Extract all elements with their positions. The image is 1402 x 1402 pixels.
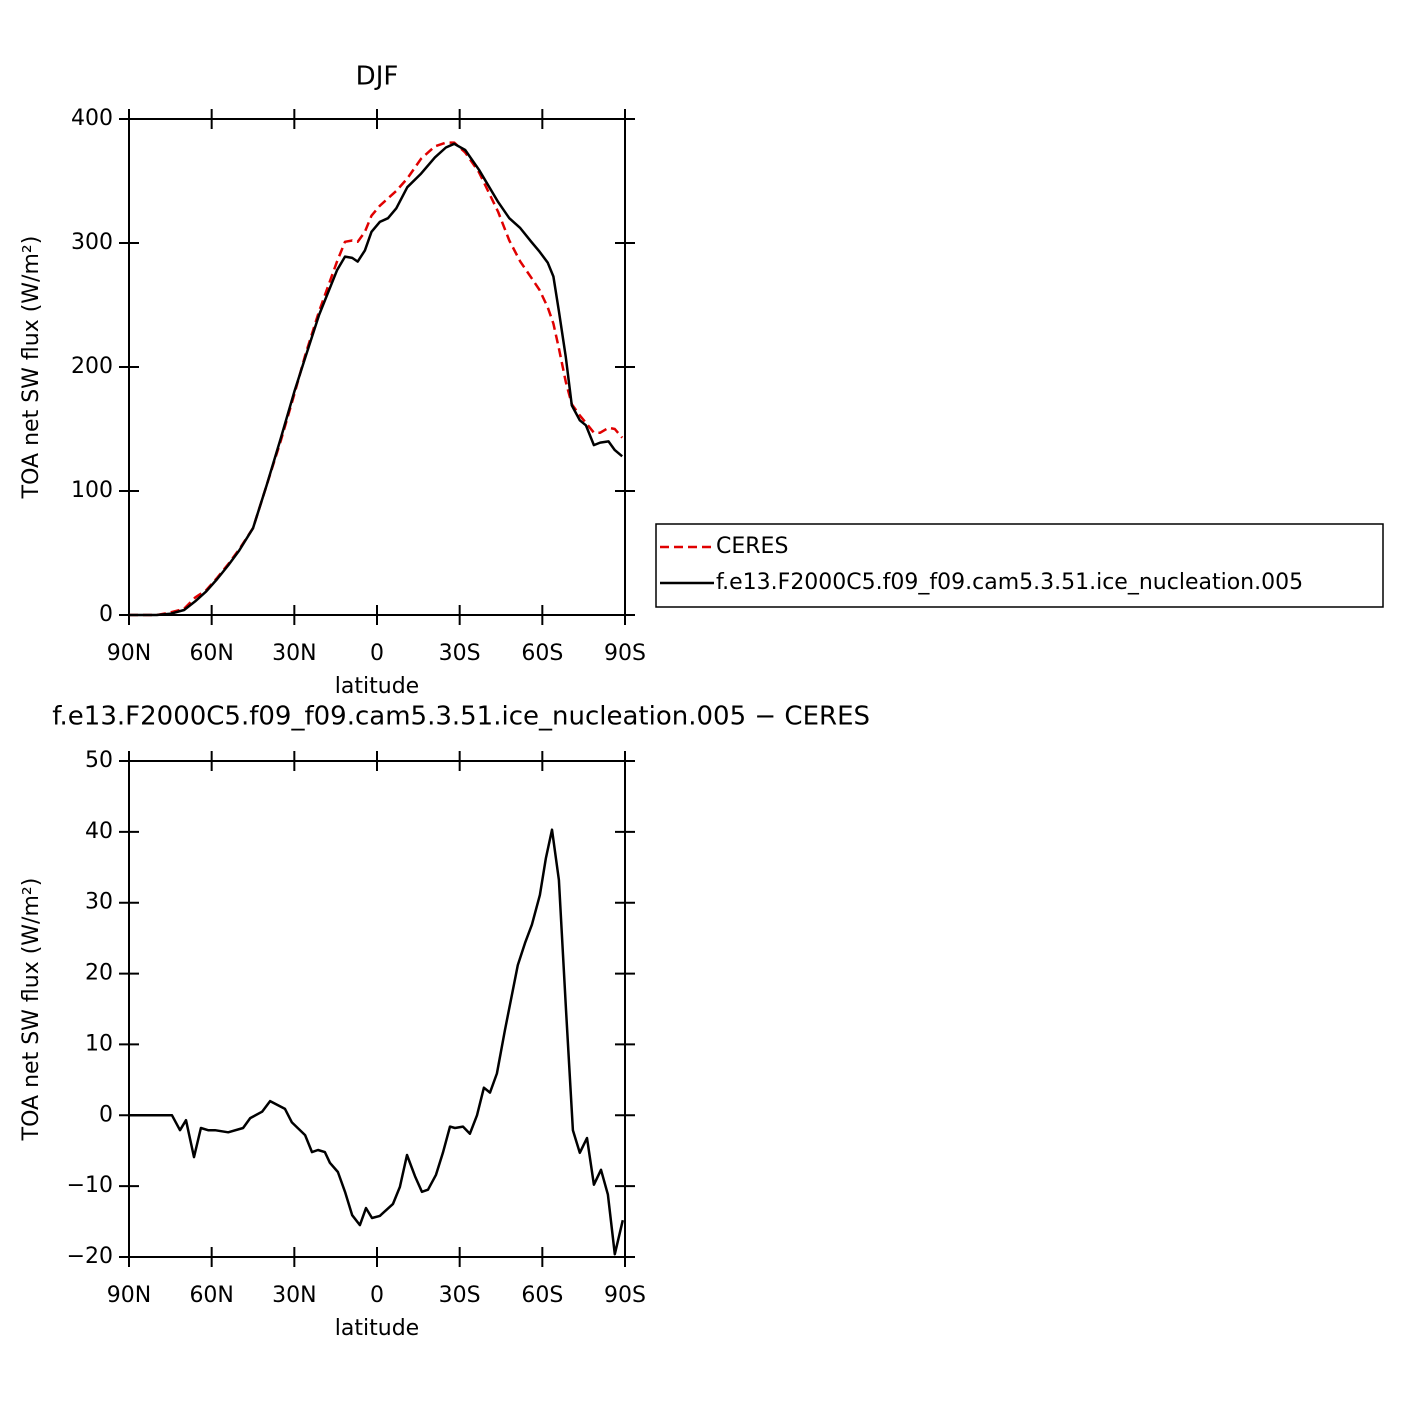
series-line bbox=[129, 828, 625, 1256]
y-tick-label: 0 bbox=[99, 602, 113, 627]
x-tick-label: 60N bbox=[189, 641, 233, 666]
x-tick-label: 60S bbox=[521, 1283, 563, 1308]
chart-title: DJF bbox=[356, 62, 399, 92]
x-tick-label: 90S bbox=[604, 1283, 646, 1308]
x-tick-label: 90S bbox=[604, 641, 646, 666]
y-tick-label: 10 bbox=[85, 1031, 113, 1056]
series-line bbox=[129, 141, 624, 617]
plot-frame bbox=[128, 118, 626, 616]
x-axis-label: latitude bbox=[335, 1316, 419, 1341]
legend-label: f.e13.F2000C5.f09_f09.cam5.3.51.ice_nucl… bbox=[716, 570, 1303, 595]
x-tick-label: 90N bbox=[107, 1283, 151, 1308]
y-tick-label: 300 bbox=[71, 230, 113, 255]
x-tick-label: 0 bbox=[370, 1283, 384, 1308]
legend-label: CERES bbox=[716, 534, 788, 559]
x-axis-label: latitude bbox=[335, 674, 419, 699]
y-tick-label: 50 bbox=[85, 748, 113, 773]
x-tick-label: 0 bbox=[370, 641, 384, 666]
x-tick-label: 30S bbox=[439, 1283, 481, 1308]
y-tick-label: 30 bbox=[85, 890, 113, 915]
y-tick-label: 200 bbox=[71, 354, 113, 379]
x-tick-label: 30N bbox=[272, 641, 316, 666]
x-tick-label: 60S bbox=[521, 641, 563, 666]
y-tick-label: 40 bbox=[85, 819, 113, 844]
y-tick-label: 0 bbox=[99, 1102, 113, 1127]
y-axis-label: TOA net SW flux (W/m²) bbox=[19, 878, 44, 1142]
chart-title: f.e13.F2000C5.f09_f09.cam5.3.51.ice_nucl… bbox=[52, 702, 870, 732]
x-tick-label: 30S bbox=[439, 641, 481, 666]
y-tick-label: 400 bbox=[71, 106, 113, 131]
x-tick-label: 30N bbox=[272, 1283, 316, 1308]
y-axis-label: TOA net SW flux (W/m²) bbox=[19, 236, 44, 500]
x-tick-label: 90N bbox=[107, 641, 151, 666]
y-tick-label: −20 bbox=[67, 1244, 113, 1269]
y-tick-label: 100 bbox=[71, 478, 113, 503]
legend-box bbox=[655, 523, 1384, 608]
x-tick-label: 60N bbox=[189, 1283, 233, 1308]
series-line bbox=[129, 142, 624, 617]
y-tick-label: −10 bbox=[67, 1173, 113, 1198]
y-tick-label: 20 bbox=[85, 961, 113, 986]
